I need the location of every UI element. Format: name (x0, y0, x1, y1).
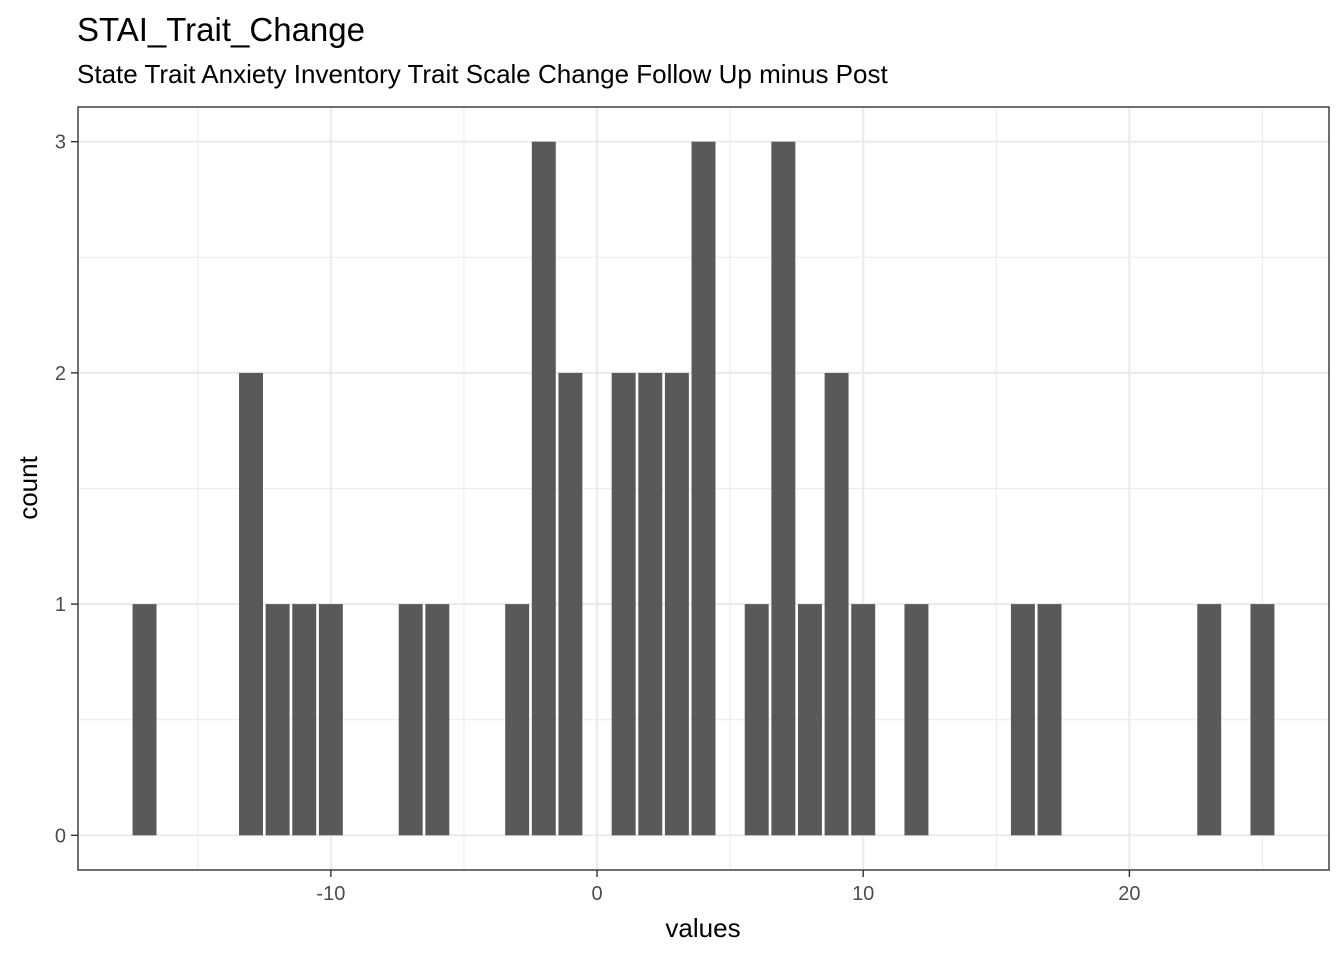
histogram-bar (1010, 604, 1035, 836)
x-tick-label: 10 (852, 883, 874, 905)
histogram-bar (1197, 604, 1222, 836)
histogram-bar (744, 604, 769, 836)
histogram-bar (824, 372, 849, 836)
histogram-bar (1037, 604, 1062, 836)
y-tick-label: 0 (55, 825, 66, 847)
plot-panel-border (77, 106, 1330, 871)
chart-subtitle: State Trait Anxiety Inventory Trait Scal… (77, 59, 888, 89)
x-tick-label: 0 (591, 883, 602, 905)
histogram-bar (292, 604, 317, 836)
histogram-bar (265, 604, 290, 836)
histogram-bar (398, 604, 423, 836)
y-axis-title: count (13, 455, 43, 519)
histogram-bar (132, 604, 157, 836)
histogram-bar (771, 141, 796, 836)
histogram-bar (558, 372, 583, 836)
histogram-bar (531, 141, 556, 836)
histogram-bar (851, 604, 876, 836)
x-tick-label: -10 (316, 883, 345, 905)
bars (132, 141, 1275, 836)
histogram-bar (691, 141, 716, 836)
histogram-bar (611, 372, 636, 836)
x-axis-title: values (665, 913, 740, 943)
histogram-bar (904, 604, 929, 836)
histogram-bar (318, 604, 343, 836)
histogram-bar (1250, 604, 1275, 836)
histogram-bar (505, 604, 530, 836)
histogram-bar (239, 372, 263, 836)
y-tick-label: 3 (55, 132, 66, 154)
x-tick-label: 20 (1118, 883, 1140, 905)
y-axis: 0 1 2 3 (55, 132, 78, 847)
y-tick-label: 2 (55, 363, 66, 385)
y-tick-label: 1 (55, 594, 66, 616)
histogram-bar (638, 372, 663, 836)
histogram-bar (797, 604, 822, 836)
x-axis: -10 0 10 20 (316, 870, 1140, 905)
chart-title: STAI_Trait_Change (77, 11, 365, 48)
histogram-bar (425, 604, 450, 836)
histogram-bar (664, 372, 689, 836)
